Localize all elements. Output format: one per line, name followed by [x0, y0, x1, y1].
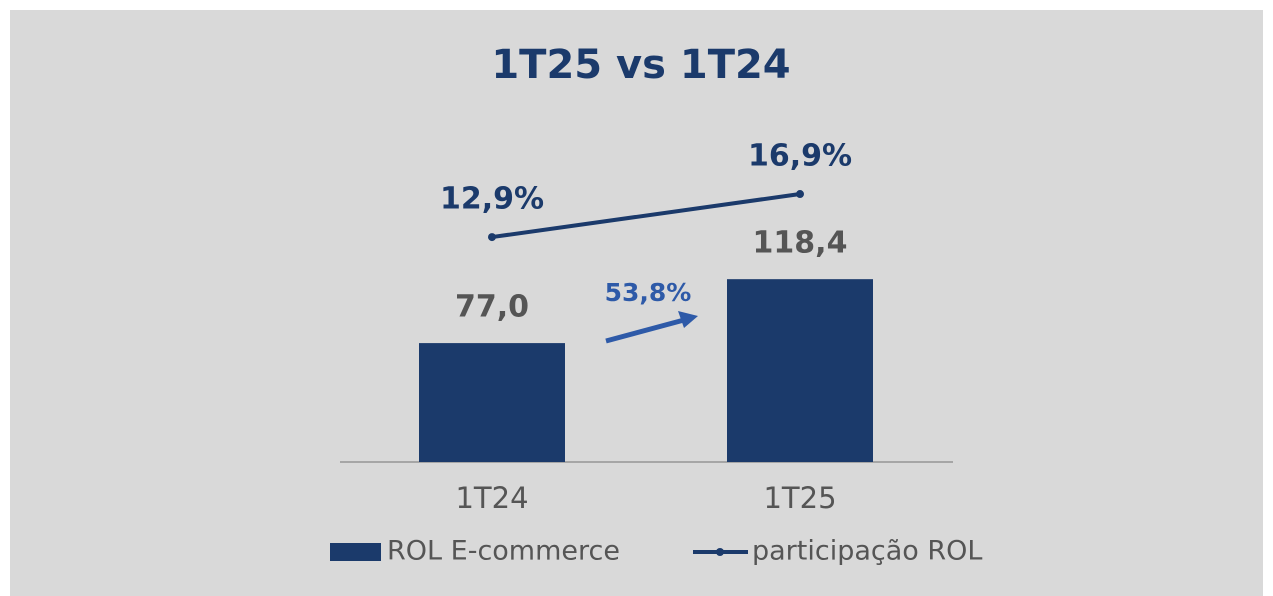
bar [727, 279, 873, 462]
line [491, 192, 801, 240]
panel [10, 10, 1263, 596]
legend-swatch [330, 543, 381, 561]
x-tick-label: 1T25 [763, 481, 836, 515]
value-label: 12,9% [440, 182, 544, 217]
value-label: 118,4 [753, 226, 848, 261]
growth-arrow-head [678, 311, 698, 328]
bar [419, 343, 565, 462]
line-marker [796, 190, 804, 199]
legend-label: participação ROL [752, 536, 982, 567]
legend-swatch-marker [716, 548, 724, 556]
value-label: 16,9% [748, 139, 852, 174]
growth-arrow [605, 317, 685, 344]
legend-label: ROL E-commerce [387, 536, 620, 567]
x-tick-label: 1T24 [455, 481, 528, 515]
value-label: 77,0 [455, 290, 529, 325]
annotation: 53,8% [605, 278, 692, 307]
chart-title: 1T25 vs 1T24 [491, 42, 790, 88]
line-marker [488, 233, 496, 242]
